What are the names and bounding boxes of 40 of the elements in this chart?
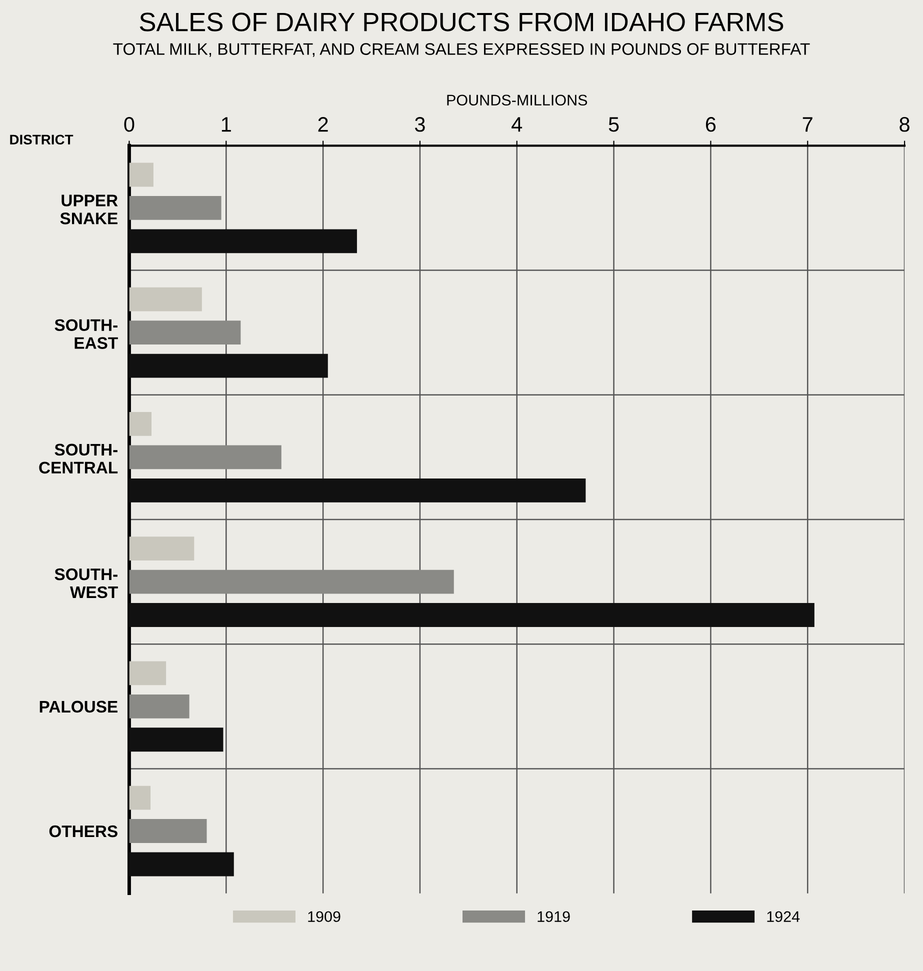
y-tick-label: PALOUSE [40, 700, 118, 713]
y-tick-label: SOUTH- EAST [54, 319, 118, 349]
bar [129, 354, 328, 378]
y-axis-title: DISTRICT [10, 134, 74, 145]
bar [129, 661, 166, 686]
chart-title: SALES OF DAIRY PRODUCTS FROM IDAHO FARMS [140, 12, 784, 32]
bar [129, 852, 234, 876]
x-tick-label: 1 [222, 117, 231, 132]
x-axis-title: POUNDS-MILLIONS [447, 94, 588, 106]
legend-label: 1919 [538, 911, 570, 922]
bar [129, 786, 151, 810]
bar [129, 603, 814, 627]
bar [129, 570, 454, 594]
chart-subtitle: TOTAL MILK, BUTTERFAT, AND CREAM SALES EXPRESSED IN POUNDS OF BUTTERFAT [113, 43, 810, 57]
bar [129, 412, 152, 436]
x-tick-label: 0 [124, 117, 134, 132]
x-tick-label: 5 [608, 117, 619, 132]
bar [129, 819, 207, 843]
x-tick-label: 2 [318, 117, 328, 132]
legend-label: 1909 [308, 911, 340, 922]
bar [129, 162, 154, 187]
legend-label: 1924 [767, 911, 800, 922]
bar [129, 320, 241, 345]
x-tick-label: 8 [900, 117, 910, 132]
y-tick-label: SOUTH- CENTRAL [39, 444, 118, 474]
x-tick-label: 3 [414, 117, 425, 132]
bar [129, 536, 194, 561]
bar [129, 287, 202, 312]
bar [129, 694, 190, 718]
y-tick-label: OTHERS [49, 825, 118, 838]
bar [129, 445, 282, 470]
bar [129, 196, 222, 220]
x-tick-label: 6 [706, 117, 716, 132]
y-tick-label: SOUTH- WEST [54, 568, 118, 598]
bar [129, 728, 224, 752]
x-tick-label: 7 [802, 117, 812, 132]
bar [129, 229, 357, 254]
bar [129, 478, 586, 502]
y-tick-label: UPPER SNAKE [60, 194, 118, 224]
x-tick-label: 4 [512, 117, 522, 132]
